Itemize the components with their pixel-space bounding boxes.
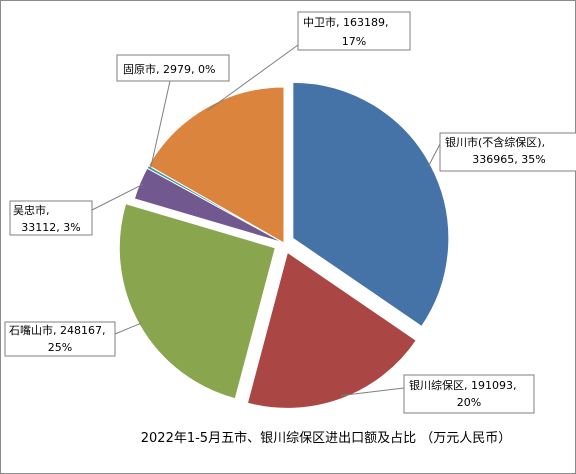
data-label-4: 吴忠市,: [13, 203, 50, 217]
data-label-box-3: [4, 321, 116, 357]
chart-title: 2022年1-5月五市、银川综保区进出口额及占比 （万元人民币）: [141, 430, 511, 446]
pie-slice-1: [292, 81, 450, 328]
data-label-6-line2: 17%: [342, 35, 366, 48]
leader-lines-layer: [91, 44, 441, 397]
data-label-box-2: [403, 374, 535, 414]
data-label-box-1: [439, 132, 576, 172]
data-label-2-line2: 20%: [457, 396, 481, 409]
data-label-6: 中卫市, 163189,: [303, 15, 388, 29]
leader-line-5: [150, 80, 171, 169]
data-label-1-line2: 336965, 35%: [472, 153, 545, 166]
leader-line-1: [427, 143, 441, 168]
leader-line-2: [340, 387, 405, 397]
labels-layer: 银川市(不含综保区), 336965, 35% 银川综保区, 191093, 20% 石…: [4, 11, 576, 414]
data-label-5: 固原市, 2979, 0%: [123, 62, 215, 76]
data-label-box-5: [116, 54, 230, 82]
slices-layer: [118, 81, 450, 409]
data-label-3: 石嘴山市, 248167,: [9, 323, 105, 337]
pie-slice-2: [246, 251, 417, 409]
data-label-box-6: [297, 11, 411, 51]
data-label-2: 银川综保区, 191093,: [409, 378, 516, 392]
leader-line-3: [114, 322, 143, 335]
leader-line-4: [91, 183, 144, 211]
data-label-1: 银川市(不含综保区),: [445, 135, 545, 149]
pie-slice-6: [147, 86, 285, 244]
leader-line-6: [207, 44, 299, 112]
data-label-box-4: [9, 200, 93, 236]
data-label-4-line2: 33112, 3%: [21, 221, 80, 234]
data-label-3-line2: 25%: [48, 341, 72, 354]
